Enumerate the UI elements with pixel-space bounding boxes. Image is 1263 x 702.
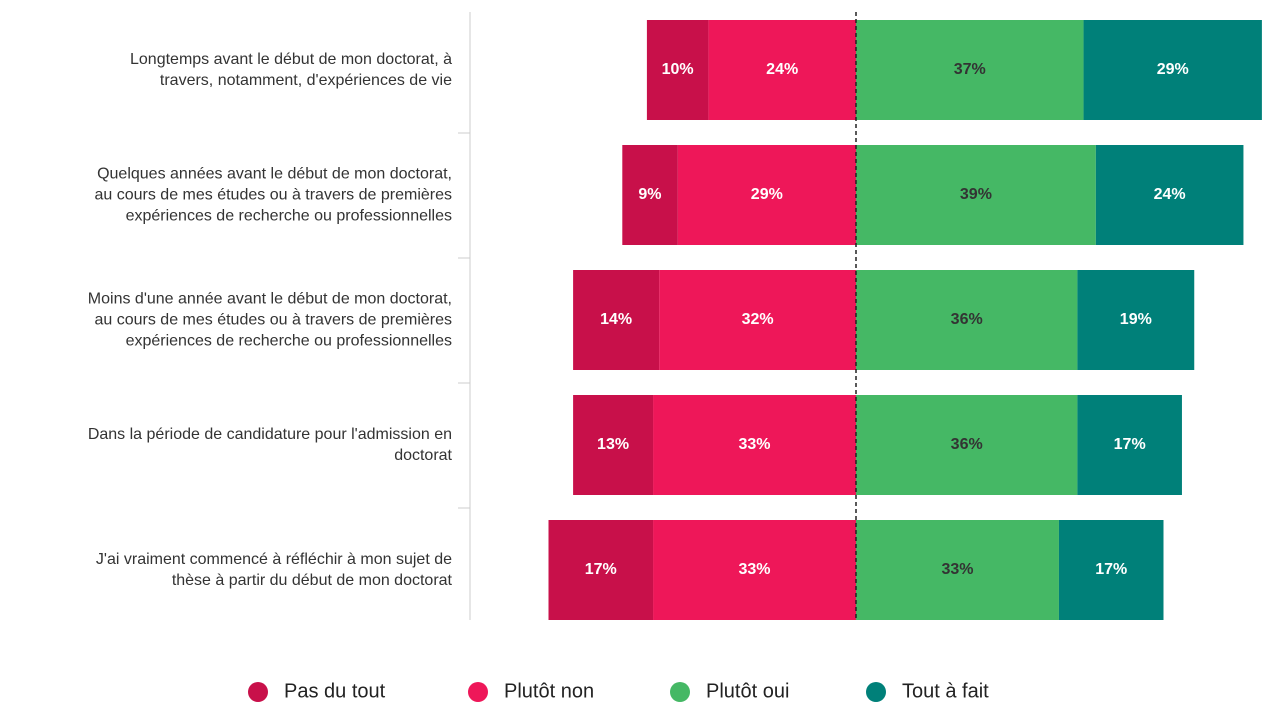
value-label: 37% (954, 61, 986, 78)
value-label: 33% (941, 561, 973, 578)
bar-segment (856, 395, 1078, 495)
bar-segment (1058, 520, 1164, 620)
legend-swatch (248, 682, 268, 702)
value-label: 10% (662, 61, 694, 78)
bar-segment (653, 520, 856, 620)
value-label: 36% (951, 436, 983, 453)
value-label: 32% (742, 311, 774, 328)
bar-segment (1077, 270, 1195, 370)
bar-segment (1077, 395, 1182, 495)
value-label: 17% (1114, 436, 1146, 453)
bar-segment (1095, 145, 1244, 245)
bar-segment (856, 270, 1078, 370)
bar-segment (573, 270, 660, 370)
category-label: J'ai vraiment commencé à réfléchir à mon… (95, 551, 452, 589)
bar-segment (856, 20, 1084, 120)
bar-segment (856, 145, 1096, 245)
bar-segment (548, 520, 654, 620)
value-label: 9% (638, 186, 661, 203)
category-label: Longtemps avant le début de mon doctorat… (130, 51, 452, 89)
bar-segment (653, 395, 856, 495)
value-label: 24% (766, 61, 798, 78)
value-label: 33% (739, 436, 771, 453)
value-label: 14% (600, 311, 632, 328)
bar-segment (573, 395, 654, 495)
legend-label: Tout à fait (902, 680, 989, 702)
value-label: 17% (1095, 561, 1127, 578)
legend-label: Pas du tout (284, 680, 386, 702)
legend-label: Plutôt oui (706, 680, 789, 702)
value-label: 29% (1157, 61, 1189, 78)
bar-segment (622, 145, 678, 245)
value-label: 39% (960, 186, 992, 203)
bar-segment (646, 20, 709, 120)
legend-label: Plutôt non (504, 680, 594, 702)
value-label: 33% (739, 561, 771, 578)
value-label: 17% (585, 561, 617, 578)
value-label: 29% (751, 186, 783, 203)
bar-segment (856, 520, 1059, 620)
legend-swatch (866, 682, 886, 702)
category-label: Dans la période de candidature pour l'ad… (87, 426, 452, 464)
value-label: 13% (597, 436, 629, 453)
bar-segment (708, 20, 856, 120)
bar-segment (659, 270, 856, 370)
category-label: Quelques années avant le début de mon do… (94, 165, 452, 225)
category-label: Moins d'une année avant le début de mon … (87, 290, 452, 350)
legend-swatch (468, 682, 488, 702)
value-label: 24% (1154, 186, 1186, 203)
bar-segment (1083, 20, 1262, 120)
value-label: 19% (1120, 311, 1152, 328)
legend-swatch (670, 682, 690, 702)
value-label: 36% (951, 311, 983, 328)
bar-segment (677, 145, 856, 245)
